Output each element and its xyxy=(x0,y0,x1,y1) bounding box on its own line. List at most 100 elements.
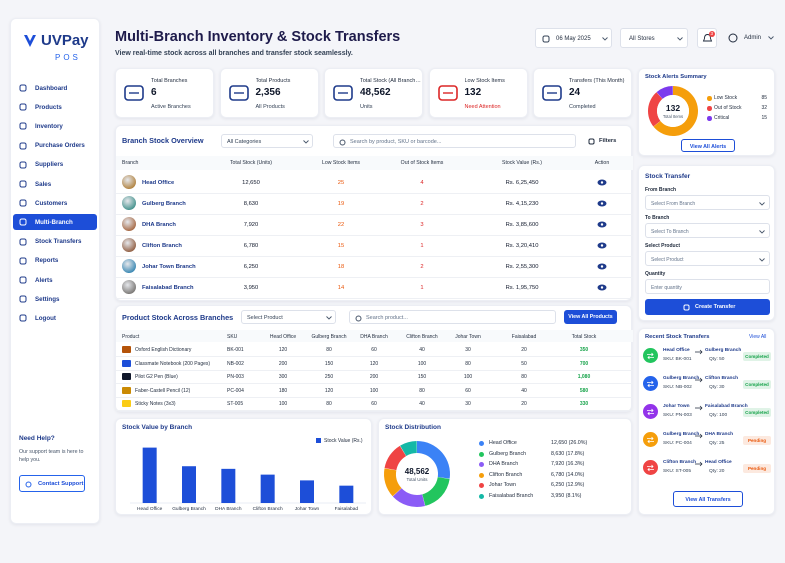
cell: Rs. 6,25,450 xyxy=(505,179,539,186)
nav-item[interactable]: Settings xyxy=(13,291,97,307)
nav-item[interactable]: Stock Transfers xyxy=(13,234,97,250)
nav-item[interactable]: Purchase Orders xyxy=(13,138,97,154)
nav-item[interactable]: Inventory xyxy=(13,118,97,134)
column-header: Johar Town xyxy=(455,333,481,340)
field-placeholder: Select Product xyxy=(651,256,684,263)
nav-item[interactable]: Reports xyxy=(13,253,97,269)
center-value: 132 xyxy=(666,103,680,113)
store: All Stores xyxy=(629,35,655,42)
column-header: Stock Value (Rs.) xyxy=(502,160,542,166)
chart-title: Stock Alerts Summary xyxy=(645,74,707,80)
icon xyxy=(19,257,27,265)
swap-shape xyxy=(647,436,654,443)
cell: 200 xyxy=(278,360,288,367)
eye-pupil xyxy=(600,286,604,289)
transfer-to: DHA Branch xyxy=(705,432,734,437)
product-search[interactable]: Search product... xyxy=(349,310,556,324)
view-products-button[interactable]: View All Products xyxy=(564,310,617,324)
form-field[interactable]: Select From Branch xyxy=(645,195,770,210)
column-header: Faisalabad xyxy=(511,333,537,340)
x-tick-label: Johar Town xyxy=(295,506,320,512)
cell: Sticky Notes (3x3) xyxy=(135,401,176,407)
column-header: Total Stock (Units) xyxy=(229,160,273,166)
kpi-icon-shape xyxy=(542,85,562,101)
cell: 40 xyxy=(521,387,527,394)
branch-avatar xyxy=(122,259,136,273)
branch-name: Head Office xyxy=(142,179,175,186)
view-alerts-button[interactable]: View All Alerts xyxy=(681,139,735,152)
search-box[interactable]: Search by product, SKU or barcode... xyxy=(333,134,576,148)
cell: 100 xyxy=(369,387,379,394)
nav-item[interactable]: Sales xyxy=(13,176,97,192)
filters-button[interactable]: Filters xyxy=(588,134,624,148)
view-action[interactable] xyxy=(597,179,607,186)
legend-label: DHA Branch xyxy=(489,461,519,467)
form-field[interactable]: Enter quantity xyxy=(645,279,770,294)
nav-item[interactable]: Dashboard xyxy=(13,80,97,96)
cell: 8,630 xyxy=(243,200,259,207)
form-field[interactable]: Select To Branch xyxy=(645,223,770,238)
view-action[interactable] xyxy=(597,284,607,291)
help-button[interactable]: Contact Support xyxy=(19,475,85,492)
view-all-link[interactable]: View All xyxy=(749,334,767,340)
nav-item[interactable]: Logout xyxy=(13,310,97,326)
kpi-card: Total Stock (All Branches) 48,562 Units xyxy=(324,68,423,118)
view-action[interactable] xyxy=(597,200,607,207)
cell: 19 xyxy=(337,200,345,207)
transfer-qty: Qty: 100 xyxy=(709,413,728,418)
x-tick-label: Gulberg Branch xyxy=(172,506,206,512)
category-select[interactable]: All Categories xyxy=(221,134,313,148)
notifications[interactable]: 3 xyxy=(697,28,717,48)
cell: 580 xyxy=(579,387,589,394)
field-placeholder: Enter quantity xyxy=(651,284,682,291)
transfer-sku: SKU: NB-002 xyxy=(663,385,692,390)
cell: 100 xyxy=(278,401,288,407)
nav-item[interactable]: Multi-Branch xyxy=(13,214,97,231)
icon xyxy=(19,103,27,111)
transfer-item: Gulberg Branch Clifton Branch SKU: NB-002 Q… xyxy=(639,372,776,396)
cell: 120 xyxy=(278,347,288,353)
cell: 1 xyxy=(420,284,424,291)
legend-label: Out of Stock xyxy=(714,105,742,111)
view-action[interactable] xyxy=(597,263,607,270)
kpi-card: Transfers (This Month) 24 Completed xyxy=(533,68,632,118)
nav-item[interactable]: Alerts xyxy=(13,272,97,288)
category: All Categories xyxy=(227,139,262,145)
icon xyxy=(19,238,27,246)
arrow-shape xyxy=(695,433,703,438)
product-select[interactable]: Select Product xyxy=(241,310,336,324)
arrow-shape xyxy=(695,349,703,354)
user-menu[interactable]: Admin xyxy=(728,30,776,46)
view-action[interactable] xyxy=(597,242,607,249)
caret xyxy=(759,229,765,234)
nav-item[interactable]: Customers xyxy=(13,195,97,211)
status-badge: Pending xyxy=(743,436,771,445)
help-text: Our support team is here to help you. xyxy=(19,449,84,463)
icon xyxy=(19,218,27,226)
transfer-item: Johar Town Faisalabad Branch SKU: PN-003 Qt… xyxy=(639,400,776,424)
arrow-shape xyxy=(695,405,703,410)
create-transfer-button[interactable]: Create Transfer xyxy=(645,299,770,315)
section-title: Product Stock Across Branches xyxy=(122,313,234,322)
help-title: Need Help? xyxy=(19,435,55,442)
view-action[interactable] xyxy=(597,221,607,228)
bar-chart: Head Office Gulberg Branch DHA Branch Clift… xyxy=(130,447,366,512)
branch-overview: Branch Stock Overview All Categories Searc… xyxy=(115,125,633,301)
bar xyxy=(260,474,275,503)
store-select[interactable]: All Stores xyxy=(620,28,688,48)
caret xyxy=(303,140,309,144)
arrow xyxy=(695,349,703,354)
nav-label: Customers xyxy=(35,199,68,207)
bar xyxy=(300,480,314,503)
date-picker[interactable]: 06 May 2025 xyxy=(535,28,612,48)
nav-item[interactable]: Suppliers xyxy=(13,157,97,173)
swap-arrows xyxy=(647,464,654,471)
branch-name: Clifton Branch xyxy=(142,242,182,249)
view-transfers-button[interactable]: View All Transfers xyxy=(673,491,743,507)
nav-item[interactable]: Products xyxy=(13,99,97,115)
row-divider xyxy=(116,396,633,398)
branch-avatar xyxy=(122,280,136,294)
form-field[interactable]: Select Product xyxy=(645,251,770,266)
row-divider xyxy=(116,276,633,278)
cell: 80 xyxy=(465,360,471,367)
